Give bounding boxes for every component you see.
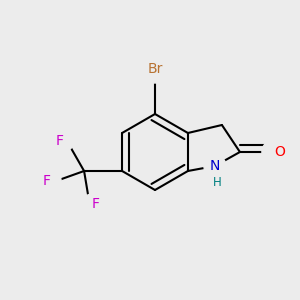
Text: Br: Br [147, 62, 163, 76]
Circle shape [41, 171, 61, 191]
Circle shape [262, 140, 286, 164]
Circle shape [141, 55, 169, 83]
Circle shape [54, 131, 74, 151]
Text: O: O [274, 145, 285, 159]
Text: N: N [210, 159, 220, 173]
Text: H: H [212, 176, 221, 188]
Text: F: F [43, 174, 51, 188]
Circle shape [204, 155, 226, 177]
Text: F: F [56, 134, 64, 148]
Text: F: F [92, 197, 100, 211]
Circle shape [82, 194, 102, 214]
